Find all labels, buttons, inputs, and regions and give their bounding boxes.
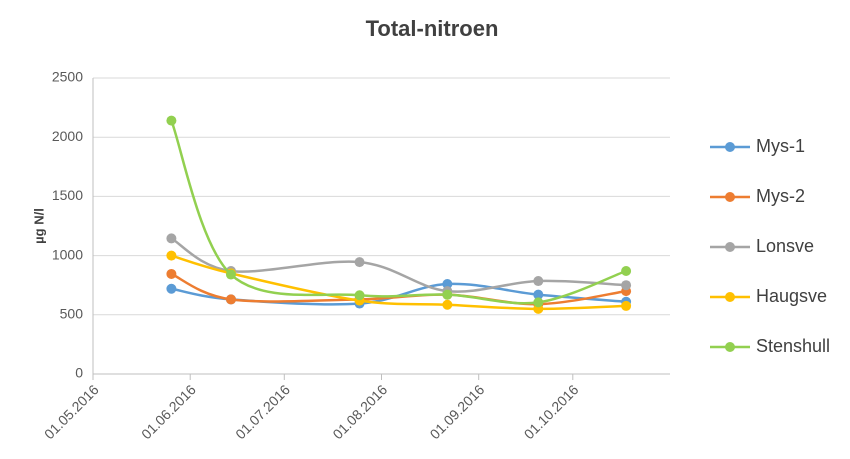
y-tick-label: 500 [60,306,84,322]
point [166,115,177,126]
point [621,280,632,291]
x-tick-label: 01.06.2016 [138,381,199,442]
point [166,233,177,244]
y-axis-label: µg N/l [31,208,46,244]
x-tick-label: 01.08.2016 [329,381,390,442]
x-tick-label: 01.07.2016 [232,381,293,442]
point [621,265,632,276]
legend-marker [725,192,735,202]
y-tick-label: 2500 [52,69,83,85]
y-tick-label: 1500 [52,187,83,203]
point [166,268,177,279]
legend-label: Mys-1 [756,136,805,156]
point [442,279,453,290]
legend-label: Lonsve [756,236,814,256]
legend-label: Mys-2 [756,186,805,206]
x-tick-label: 01.10.2016 [521,381,582,442]
series-line [170,237,627,293]
y-tick-label: 1000 [52,246,83,262]
y-tick-label: 2000 [52,128,83,144]
point [442,289,453,300]
legend-marker [725,242,735,252]
y-tick-label: 0 [75,365,83,381]
point [442,299,453,310]
legend-marker [725,142,735,152]
point [533,276,544,287]
legend-label: Haugsve [756,286,827,306]
x-tick-label: 01.09.2016 [427,381,488,442]
chart-title: Total-nitroen [366,16,499,41]
point [354,290,365,301]
series-line [170,272,627,306]
point [166,283,177,294]
x-tick-label: 01.05.2016 [41,381,102,442]
point [533,297,544,308]
point [225,294,236,305]
legend-marker [725,342,735,352]
legend-marker [725,292,735,302]
point [354,257,365,268]
point [621,300,632,311]
legend-label: Stenshull [756,336,830,356]
point [166,250,177,261]
point [225,269,236,280]
point [533,289,544,300]
